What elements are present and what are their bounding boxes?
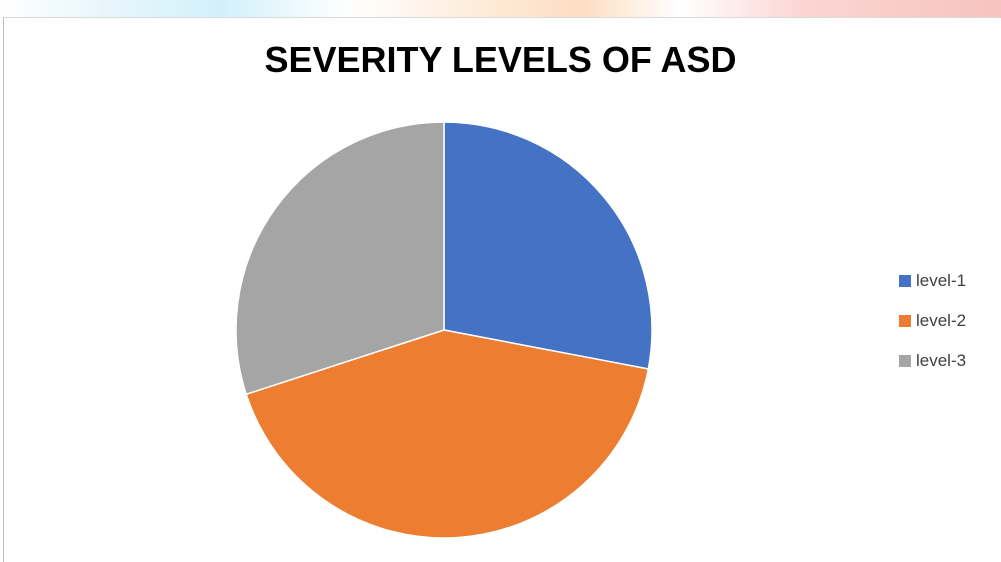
pie-slice-level-3 (235, 121, 445, 396)
chart-title: SEVERITY LEVELS OF ASD (264, 39, 737, 80)
pie-slices (235, 121, 653, 539)
legend-swatch (899, 275, 911, 287)
decorative-top-band (0, 0, 1001, 18)
legend-label: level-2 (916, 311, 967, 330)
legend-item-level-3: level-3 (899, 350, 966, 372)
legend: level-1 level-2 level-3 (899, 270, 966, 390)
legend-label: level-3 (916, 351, 967, 370)
legend-item-level-1: level-1 (899, 270, 966, 292)
legend-swatch (899, 355, 911, 367)
pie-slice-level-1 (443, 121, 653, 370)
legend-label: level-1 (916, 271, 967, 290)
pie-slice-level-2 (245, 329, 650, 539)
legend-swatch (899, 315, 911, 327)
legend-item-level-2: level-2 (899, 310, 966, 332)
